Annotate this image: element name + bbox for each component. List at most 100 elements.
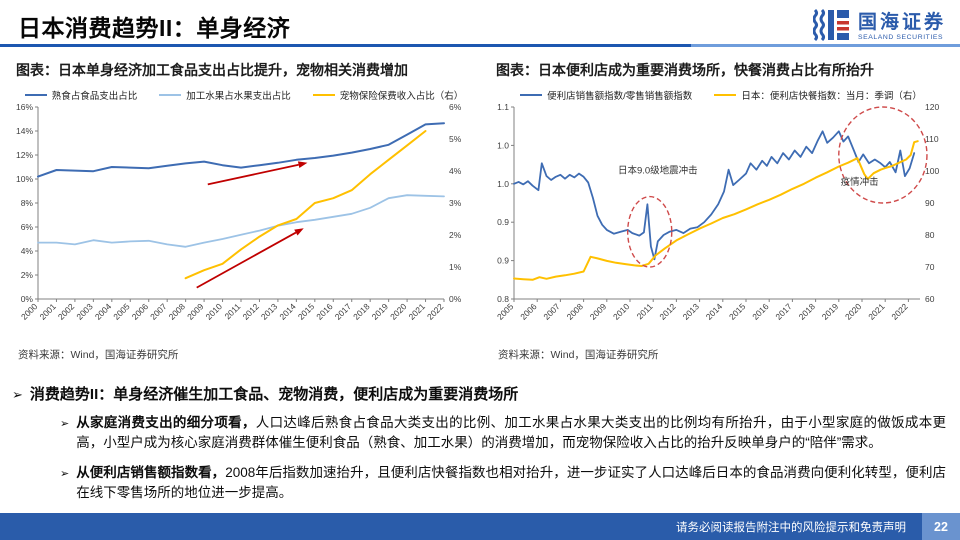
page-title: 日本消费趋势II：单身经济 [18, 15, 291, 41]
svg-text:100: 100 [925, 166, 939, 176]
svg-text:12%: 12% [16, 150, 33, 160]
title-underline [0, 44, 960, 47]
svg-text:2012: 2012 [657, 301, 678, 322]
svg-text:2006: 2006 [518, 301, 539, 322]
svg-text:16%: 16% [16, 102, 33, 112]
svg-text:2014: 2014 [704, 301, 725, 322]
svg-text:80: 80 [925, 230, 935, 240]
footer-bar: 请务必阅读报告附注中的风险提示和免责声明 22 [0, 513, 960, 540]
arrow-bullet-icon: ➢ [60, 467, 70, 480]
svg-text:2020: 2020 [388, 301, 409, 322]
svg-text:2007: 2007 [541, 301, 562, 322]
legend-label: 日本：便利店快餐指数：当月：季调（右） [741, 91, 922, 102]
svg-text:2020: 2020 [843, 301, 864, 322]
sub-bullet-rest: 人口达峰后熟食占食品大类支出的比例、加工水果占水果大类支出的比例均有所抬升，由于… [76, 415, 947, 451]
sealand-logo-icon [812, 8, 851, 47]
sealand-logo-text: 国海证券 SEALAND SECURITIES [858, 13, 946, 42]
svg-text:2022: 2022 [425, 301, 446, 322]
svg-text:0.8: 0.8 [497, 294, 509, 304]
legend-item: 便利店销售额指数/零售销售额指数 [520, 88, 692, 102]
svg-text:6%: 6% [21, 222, 34, 232]
svg-text:2012: 2012 [240, 301, 261, 322]
legend-line-swatch [520, 93, 543, 97]
svg-text:1%: 1% [449, 262, 462, 272]
svg-text:14%: 14% [16, 126, 33, 136]
summary-bullets: ➢ 消费趋势II：单身经济催生加工食品、宠物消费，便利店成为重要消费场所 ➢ 从… [12, 383, 946, 503]
svg-text:60: 60 [925, 294, 935, 304]
svg-text:5%: 5% [449, 134, 462, 144]
svg-text:2009: 2009 [185, 301, 206, 322]
svg-text:2013: 2013 [259, 301, 280, 322]
svg-text:2007: 2007 [148, 301, 169, 322]
svg-text:2015: 2015 [727, 301, 748, 322]
svg-text:0%: 0% [21, 294, 34, 304]
svg-text:0.9: 0.9 [497, 256, 509, 266]
page-number: 22 [922, 513, 960, 540]
chart-title: 图表：日本便利店成为重要消费场所，快餐消费占比有所抬升 [496, 62, 874, 78]
svg-text:2005: 2005 [111, 301, 132, 322]
legend-line-swatch [312, 93, 335, 97]
svg-text:2018: 2018 [797, 301, 818, 322]
logo-name-cn: 国海证券 [857, 12, 946, 34]
chart-panel-left: 图表：日本单身经济加工食品支出占比提升，宠物相关消费增加 熟食占食品支出占比 加工… [8, 60, 480, 362]
svg-text:2016: 2016 [750, 301, 771, 322]
svg-text:2015: 2015 [296, 301, 317, 322]
svg-text:2010: 2010 [204, 301, 225, 322]
svg-text:1.0: 1.0 [497, 179, 509, 189]
svg-text:0.9: 0.9 [497, 217, 509, 227]
svg-text:2011: 2011 [222, 301, 242, 321]
sub-bullet-text: 从家庭消费支出的细分项看，人口达峰后熟食占食品大类支出的比例、加工水果占水果大类… [76, 413, 946, 454]
svg-text:2003: 2003 [74, 301, 95, 322]
disclaimer-text: 请务必阅读报告附注中的风险提示和免责声明 [676, 521, 906, 534]
chart-panel-right: 图表：日本便利店成为重要消费场所，快餐消费占比有所抬升 便利店销售额指数/零售销… [488, 60, 954, 362]
svg-text:0%: 0% [449, 294, 462, 304]
svg-text:2019: 2019 [820, 301, 841, 322]
main-bullet-text: 消费趋势II：单身经济催生加工食品、宠物消费，便利店成为重要消费场所 [29, 386, 519, 403]
svg-text:10%: 10% [16, 174, 33, 184]
legend-label: 宠物保险保费收入占比（右） [339, 91, 464, 102]
source-note: 资料来源：Wind，国海证券研究所 [498, 349, 659, 361]
svg-text:日本9.0级地震冲击: 日本9.0级地震冲击 [618, 165, 698, 177]
legend-line-swatch [714, 93, 737, 97]
svg-text:2001: 2001 [37, 301, 58, 322]
svg-text:2011: 2011 [635, 301, 655, 321]
legend-label: 加工水果占水果支出占比 [186, 91, 291, 102]
svg-text:2017: 2017 [773, 301, 794, 322]
legend-item: 熟食占食品支出占比 [24, 88, 137, 102]
chart-title: 图表：日本单身经济加工食品支出占比提升，宠物相关消费增加 [16, 62, 408, 78]
svg-text:120: 120 [925, 102, 939, 112]
svg-text:疫情冲击: 疫情冲击 [841, 176, 879, 188]
legend-line-swatch [24, 93, 47, 97]
legend-item: 宠物保险保费收入占比（右） [312, 88, 464, 102]
sub-bullet-rest: 2008年后指数加速抬升，且便利店快餐指数也相对抬升，进一步证实了人口达峰后日本… [76, 464, 947, 500]
svg-text:4%: 4% [449, 166, 462, 176]
source-note: 资料来源：Wind，国海证券研究所 [18, 349, 179, 361]
svg-text:2002: 2002 [56, 301, 77, 322]
svg-text:2008: 2008 [167, 301, 188, 322]
svg-text:2019: 2019 [370, 301, 391, 322]
svg-text:2%: 2% [449, 230, 462, 240]
svg-text:2021: 2021 [866, 301, 887, 322]
arrow-bullet-icon: ➢ [12, 387, 23, 402]
svg-text:2000: 2000 [19, 301, 40, 322]
svg-text:2005: 2005 [495, 301, 516, 322]
svg-text:2008: 2008 [565, 301, 586, 322]
svg-text:2021: 2021 [407, 301, 428, 322]
svg-text:1.0: 1.0 [497, 140, 509, 150]
svg-text:4%: 4% [21, 246, 34, 256]
svg-text:8%: 8% [21, 198, 34, 208]
svg-text:2010: 2010 [611, 301, 632, 322]
svg-text:110: 110 [925, 134, 939, 144]
svg-text:2009: 2009 [588, 301, 609, 322]
sub-bullet: ➢ 从家庭消费支出的细分项看，人口达峰后熟食占食品大类支出的比例、加工水果占水果… [60, 413, 946, 454]
sub-bullet-lead: 从便利店销售额指数看， [76, 464, 226, 480]
legend-item: 加工水果占水果支出占比 [159, 88, 291, 102]
svg-text:2004: 2004 [93, 301, 114, 322]
svg-text:2018: 2018 [351, 301, 372, 322]
sealand-logo: 国海证券 SEALAND SECURITIES [812, 8, 946, 47]
svg-text:2017: 2017 [333, 301, 354, 322]
svg-text:2006: 2006 [130, 301, 151, 322]
svg-text:90: 90 [925, 198, 935, 208]
svg-text:2014: 2014 [277, 301, 298, 322]
